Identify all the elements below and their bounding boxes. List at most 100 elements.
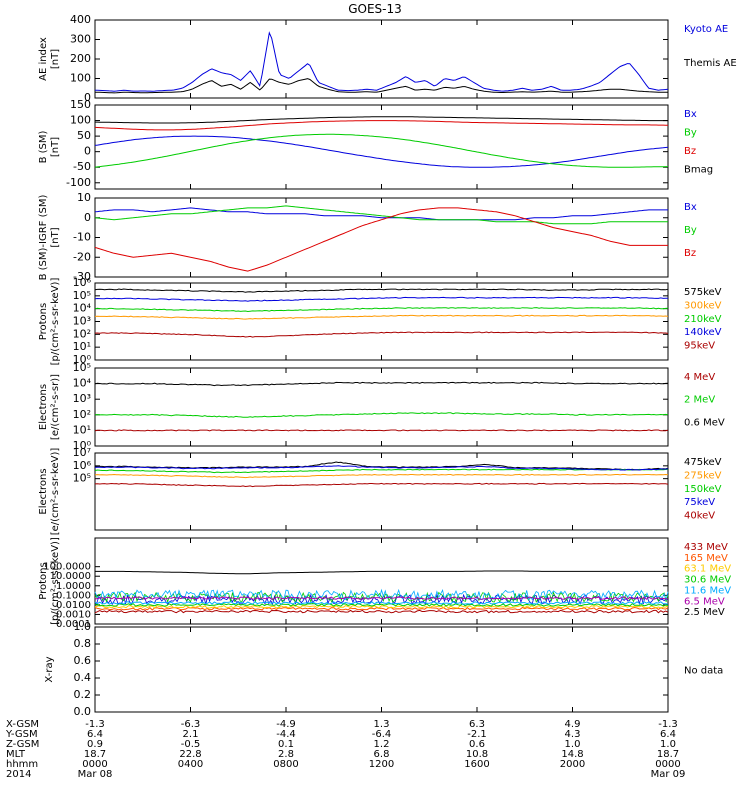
- time-row-value: 0.1: [278, 739, 294, 750]
- series-line-11-6-mev: [94, 601, 669, 605]
- no-data-label: No data: [684, 666, 723, 677]
- y-tick-label: 10⁶: [73, 276, 92, 289]
- y-tick-label: 400: [70, 13, 91, 26]
- series-line-210kev: [94, 307, 669, 313]
- y-axis-label: B (SM)-IGRF (SM): [38, 195, 49, 281]
- y-tick-label: 10⁵: [73, 289, 91, 302]
- legend-label: 2 MeV: [684, 395, 715, 406]
- y-tick-label: 0.0001: [56, 619, 91, 630]
- time-row-value: 4.3: [565, 729, 581, 740]
- legend-label: 165 MeV: [684, 553, 728, 564]
- legend-label: Kyoto AE: [684, 24, 728, 35]
- panel-0: 0 100 200 300 400 AE index [nT] Kyoto AE Themis …: [38, 13, 737, 104]
- y-tick-label: 0.0: [74, 705, 92, 718]
- y-tick-label: 0.0010: [56, 609, 91, 620]
- y-tick-label: -20: [73, 250, 91, 263]
- time-row-value: -2.1: [467, 729, 487, 740]
- legend-label: 63.1 MeV: [684, 564, 731, 575]
- time-row-value: 1200: [369, 759, 394, 770]
- series-line-575kev: [94, 288, 669, 293]
- series-line-40kev: [94, 482, 669, 488]
- legend-label: Bx: [684, 109, 697, 120]
- legend-label: 140keV: [684, 327, 722, 338]
- legend-label: By: [684, 225, 697, 236]
- legend-label: 300keV: [684, 300, 722, 311]
- y-axis-label: Electrons: [38, 384, 49, 430]
- y-axis-label: [e/(cm²-s-sr)]: [50, 374, 61, 440]
- legend-label: Bz: [684, 146, 696, 157]
- time-row-value: 1.3: [374, 719, 390, 730]
- series-line-275kev: [94, 473, 669, 479]
- y-tick-label: 1.0000: [56, 581, 91, 592]
- legend-label: 30.6 MeV: [684, 575, 731, 586]
- y-tick-label: 10⁰: [73, 439, 92, 452]
- legend-label: 6.5 MeV: [684, 596, 725, 607]
- legend-label: By: [684, 128, 697, 139]
- time-row-label: Z-GSM: [6, 739, 39, 750]
- y-tick-label: 0.2: [74, 688, 92, 701]
- legend-label: Bmag: [684, 165, 713, 176]
- y-tick-label: 0.1000: [56, 590, 91, 601]
- y-axis-label: X-ray: [44, 656, 55, 682]
- series-line-bmag: [95, 116, 668, 124]
- time-row-value: 4.9: [565, 719, 581, 730]
- legend-label: Bz: [684, 248, 696, 259]
- panel-frame: [94, 626, 669, 713]
- legend-label: Bx: [684, 202, 697, 213]
- time-row-value: -1.3: [85, 719, 105, 730]
- y-tick-label: 100.0000: [43, 562, 91, 573]
- y-tick-label: 10⁷: [73, 446, 91, 459]
- y-axis-label: [nT]: [50, 49, 61, 69]
- y-axis-label: [nT]: [50, 137, 61, 157]
- y-axis-label: Electrons: [38, 468, 49, 514]
- series-line-30-6-mev: [94, 603, 669, 607]
- time-row-value: 10.8: [466, 749, 488, 760]
- time-row-value: -0.5: [181, 739, 201, 750]
- legend-label: Themis AE: [683, 58, 737, 69]
- time-row-value: Mar 09: [651, 769, 686, 780]
- series-line-bx: [94, 207, 668, 221]
- series-line-bz: [94, 120, 668, 131]
- time-row-value: -6.3: [181, 719, 201, 730]
- y-axis-label: [e/(cm²-s-sr-keV)]: [50, 448, 61, 536]
- panel-6: 0.00010.00100.01000.10001.000010.0000100…: [38, 537, 731, 630]
- y-tick-label: 10⁴: [73, 377, 92, 390]
- y-tick-label: 50: [77, 129, 91, 142]
- y-tick-label: 10⁵: [73, 472, 91, 485]
- time-row-value: -4.9: [276, 719, 296, 730]
- legend-label: 40keV: [684, 511, 715, 522]
- time-row-value: Mar 08: [78, 769, 113, 780]
- panel-frame: [94, 452, 669, 531]
- time-row-label: X-GSM: [6, 719, 39, 730]
- y-tick-label: 150: [70, 98, 91, 111]
- series-line-bx: [94, 135, 669, 168]
- y-tick-label: 10⁵: [73, 361, 91, 374]
- y-tick-label: 10⁶: [73, 459, 92, 472]
- y-tick-label: 0.0100: [56, 600, 91, 611]
- panel-7: 0.0 0.2 0.4 0.6 0.8 1.0 X-ray No data: [44, 620, 723, 718]
- time-row-value: 14.8: [561, 749, 583, 760]
- time-row-value: 6.4: [87, 729, 103, 740]
- series-line-4-mev: [94, 429, 669, 432]
- time-row-label: MLT: [6, 749, 26, 760]
- time-row-value: 0000: [655, 759, 680, 770]
- panel-2: -30 -20 -10 0 10 B (SM)-IGRF (SM) [nT] Bx By Bz: [38, 191, 697, 283]
- series-line-bz: [94, 207, 668, 272]
- legend-label: 575keV: [684, 287, 722, 298]
- legend-label: 475keV: [684, 457, 722, 468]
- y-axis-label: B (SM): [38, 130, 49, 163]
- time-row-value: 6.3: [469, 719, 485, 730]
- series-line-75kev: [94, 465, 669, 471]
- series-line-0-6-mev: [94, 381, 669, 387]
- y-tick-label: 10: [77, 191, 91, 204]
- y-tick-label: 10¹: [73, 340, 91, 353]
- time-row-value: 1.0: [660, 739, 676, 750]
- y-tick-label: 10⁴: [73, 302, 92, 315]
- plot-title: GOES-13: [348, 2, 402, 16]
- y-tick-label: -30: [73, 270, 91, 283]
- panel-frame: [94, 367, 669, 447]
- y-tick-label: 0.8: [74, 637, 92, 650]
